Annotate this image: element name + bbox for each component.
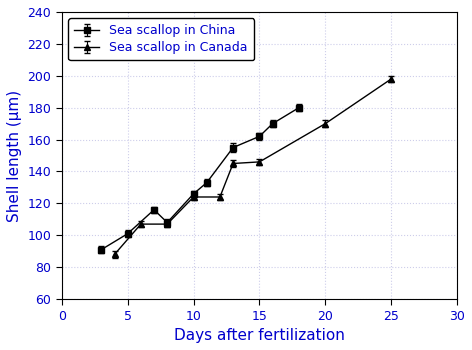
Legend: Sea scallop in China, Sea scallop in Canada: Sea scallop in China, Sea scallop in Can… [68, 18, 254, 61]
X-axis label: Days after fertilization: Days after fertilization [174, 328, 345, 343]
Y-axis label: Shell length (μm): Shell length (μm) [7, 90, 22, 222]
